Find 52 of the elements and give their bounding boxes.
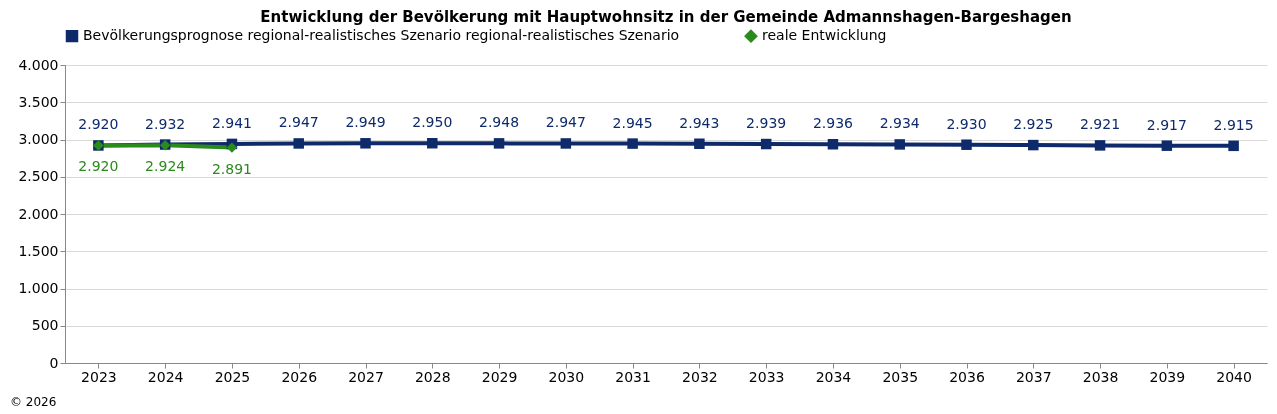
data-label: 2.947: [278, 114, 319, 131]
y-tick-label: 2.000: [18, 205, 59, 222]
x-tick-label: 2040: [1216, 368, 1252, 385]
x-tick-label: 2031: [615, 368, 651, 385]
data-label: 2.948: [479, 114, 520, 131]
data-label: 2.947: [545, 114, 586, 131]
y-tick-label: 2.500: [18, 168, 59, 185]
data-label: 2.917: [1146, 116, 1187, 133]
data-label: 2.921: [1080, 116, 1121, 133]
x-tick-label: 2036: [949, 368, 985, 385]
data-label: 2.943: [679, 114, 720, 131]
data-label: 2.939: [746, 115, 787, 132]
x-tick-label: 2034: [815, 368, 852, 385]
x-tick-label: 2026: [281, 368, 318, 385]
x-tick-label: 2035: [882, 368, 919, 385]
data-label: 2.930: [946, 115, 987, 132]
data-label: 2.915: [1213, 116, 1254, 133]
chart-title: Entwicklung der Bevölkerung mit Hauptwohnsitz in der Gemeinde Admannshagen-Bargeshagen: [260, 8, 1072, 26]
data-label: 2.936: [812, 115, 854, 132]
x-tick-label: 2039: [1149, 368, 1186, 385]
x-tick-label: 2027: [348, 368, 384, 385]
legend-label: reale Entwicklung: [762, 27, 887, 44]
y-tick-label: 1.500: [18, 242, 59, 259]
data-label: 2.934: [879, 115, 920, 132]
x-tick-label: 2037: [1015, 368, 1052, 385]
x-tick-label: 2038: [1082, 368, 1119, 385]
data-label: 2.920: [78, 116, 119, 133]
text: © 2026: [10, 395, 57, 409]
x-tick-label: 2028: [414, 368, 451, 385]
x-tick-label: 2030: [548, 368, 585, 385]
y-tick-label: 3.000: [18, 131, 59, 147]
legend-label: Bevölkerungsprognose regional-realistisches Szenario regional-realistisches Szenario: [83, 27, 680, 44]
data-label: 2.925: [1013, 116, 1054, 133]
data-label: 2.932: [145, 115, 186, 132]
data-label: 2.891: [211, 160, 252, 177]
data-label: 2.949: [345, 114, 386, 131]
data-label: 2.945: [612, 114, 653, 131]
x-tick-label: 2024: [147, 368, 184, 385]
x-tick-label: 2029: [481, 368, 518, 385]
y-tick-label: 0: [49, 354, 59, 371]
y-tick-label: 4.000: [18, 56, 59, 73]
y-tick-label: 1.000: [18, 280, 59, 296]
x-tick-label: 2025: [214, 368, 251, 385]
data-label: 2.920: [78, 158, 119, 175]
y-tick-label: 500: [31, 317, 59, 334]
x-tick-label: 2032: [682, 368, 718, 385]
y-tick-label: 3.500: [18, 93, 59, 110]
x-tick-label: 2033: [748, 368, 785, 385]
data-label: 2.950: [412, 114, 453, 131]
data-label: 2.924: [145, 158, 186, 175]
x-tick-label: 2023: [81, 368, 117, 385]
data-label: 2.941: [211, 114, 252, 131]
